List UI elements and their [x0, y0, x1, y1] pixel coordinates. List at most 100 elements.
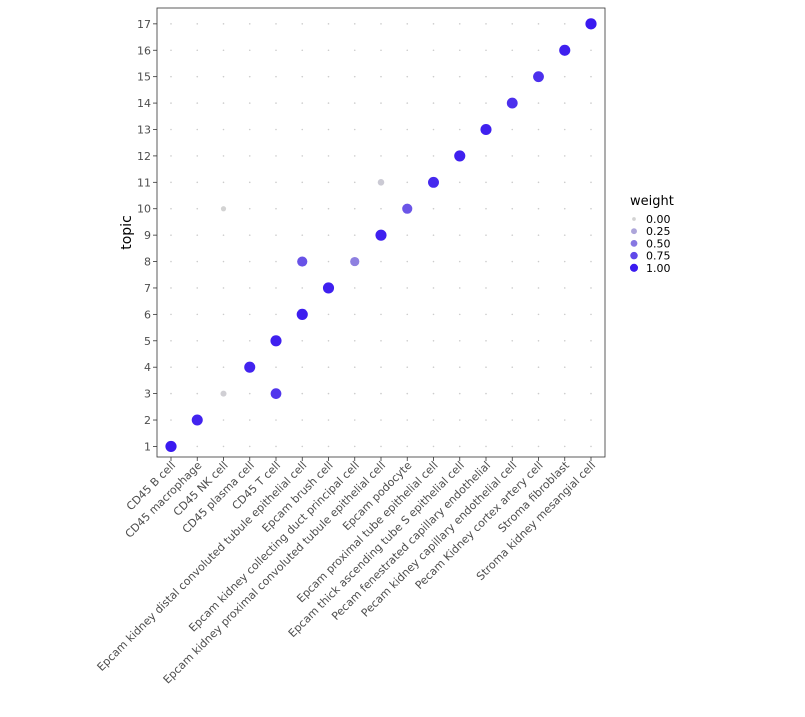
grid-dot — [380, 260, 382, 263]
grid-dot — [222, 313, 225, 316]
grid-dot — [563, 445, 566, 448]
grid-dot — [511, 128, 514, 131]
grid-dot — [485, 392, 487, 395]
grid-dot — [380, 75, 382, 78]
grid-dot — [432, 234, 435, 236]
grid-dot — [590, 75, 592, 78]
grid-dot — [511, 75, 514, 78]
grid-dot — [327, 102, 330, 104]
grid-dot — [537, 419, 540, 421]
grid-dot — [537, 260, 540, 263]
data-point — [165, 440, 177, 453]
grid-dot — [222, 419, 225, 421]
grid-dot — [511, 260, 514, 263]
grid-dot — [301, 75, 304, 78]
grid-dot — [301, 287, 304, 289]
grid-dot — [170, 313, 172, 316]
grid-dot — [537, 366, 540, 369]
grid-dot — [222, 102, 225, 104]
grid-dots — [170, 23, 592, 448]
grid-dot — [511, 366, 514, 369]
data-point — [297, 256, 308, 267]
grid-dot — [406, 234, 409, 236]
grid-dot — [590, 339, 592, 342]
grid-dot — [511, 181, 514, 184]
grid-dot — [590, 392, 592, 395]
grid-dot — [222, 260, 225, 263]
grid-dot — [353, 445, 356, 448]
data-point — [220, 390, 227, 397]
grid-dot — [353, 207, 356, 210]
grid-dot — [458, 207, 461, 210]
grid-dot — [327, 366, 330, 369]
grid-dot — [248, 128, 251, 131]
grid-dot — [301, 392, 304, 395]
grid-dot — [458, 287, 461, 289]
grid-dot — [170, 287, 172, 289]
grid-dot — [485, 366, 487, 369]
grid-dot — [563, 313, 566, 316]
grid-dot — [170, 128, 172, 131]
grid-dot — [458, 75, 461, 78]
grid-dot — [222, 75, 225, 78]
legend-label: 0.00 — [646, 213, 671, 226]
grid-dot — [170, 260, 172, 263]
grid-dot — [196, 234, 199, 236]
grid-dot — [196, 366, 199, 369]
grid-dot — [222, 234, 225, 236]
grid-dot — [432, 75, 435, 78]
grid-dot — [275, 23, 277, 25]
grid-dot — [432, 339, 435, 342]
legend-label: 1.00 — [646, 262, 671, 275]
grid-dot — [170, 181, 172, 184]
data-point — [533, 71, 544, 83]
grid-dot — [327, 339, 330, 342]
grid-dot — [301, 181, 304, 184]
grid-dot — [327, 392, 330, 395]
grid-dot — [537, 392, 540, 395]
grid-dot — [353, 339, 356, 342]
data-point — [350, 256, 360, 267]
grid-dot — [485, 49, 487, 52]
grid-dot — [406, 445, 409, 448]
grid-dot — [327, 234, 330, 236]
grid-dot — [353, 75, 356, 78]
y-tick-label: 2 — [144, 414, 151, 427]
grid-dot — [248, 287, 251, 289]
grid-dot — [590, 155, 592, 157]
grid-dot — [458, 366, 461, 369]
grid-dot — [327, 260, 330, 263]
grid-dot — [275, 445, 277, 448]
grid-dot — [353, 23, 356, 25]
grid-dot — [196, 313, 199, 316]
grid-dot — [301, 445, 304, 448]
data-point — [454, 150, 466, 162]
grid-dot — [327, 128, 330, 131]
grid-dot — [353, 287, 356, 289]
grid-dot — [196, 445, 199, 448]
grid-dot — [170, 207, 172, 210]
grid-dot — [275, 181, 277, 184]
grid-dot — [485, 102, 487, 104]
grid-dot — [380, 366, 382, 369]
grid-dot — [353, 128, 356, 131]
legend-label: 0.25 — [646, 225, 671, 238]
grid-dot — [406, 128, 409, 131]
y-tick-label: 1 — [144, 440, 151, 453]
grid-dot — [222, 287, 225, 289]
legend-key — [632, 217, 636, 221]
grid-dot — [511, 419, 514, 421]
y-axis-title: topic — [119, 215, 135, 250]
grid-dot — [590, 181, 592, 184]
grid-dot — [196, 181, 199, 184]
grid-dot — [327, 207, 330, 210]
grid-dot — [406, 419, 409, 421]
grid-dot — [301, 207, 304, 210]
grid-dot — [275, 287, 277, 289]
grid-dot — [485, 339, 487, 342]
grid-dot — [196, 260, 199, 263]
grid-dot — [590, 287, 592, 289]
grid-dot — [485, 313, 487, 316]
grid-dot — [563, 260, 566, 263]
grid-dot — [537, 128, 540, 131]
